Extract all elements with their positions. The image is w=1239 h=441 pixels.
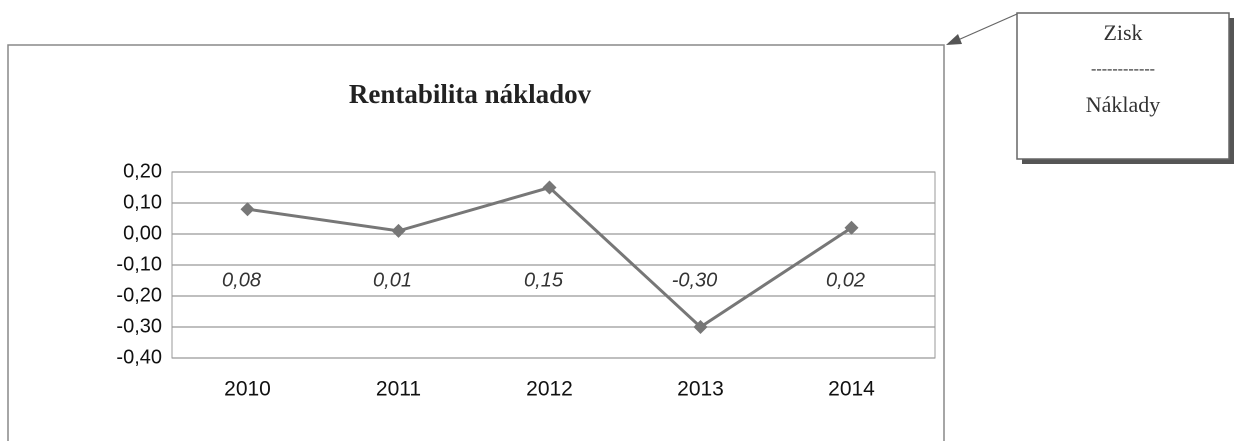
chart-title: Rentabilita nákladov [349, 79, 592, 109]
pointer-arrow [946, 34, 962, 45]
x-tick-label: 2014 [828, 378, 875, 401]
formula-box [1016, 12, 1230, 160]
marker [844, 220, 859, 235]
x-tick-label: 2011 [376, 378, 421, 401]
marker [542, 180, 557, 195]
x-tick-label: 2013 [677, 378, 724, 401]
data-label: -0,30 [672, 269, 718, 291]
y-tick-label: -0,10 [116, 253, 162, 275]
marker [391, 223, 406, 238]
x-tick-label: 2010 [224, 378, 271, 401]
marker [693, 320, 708, 334]
fraction-bar: ------------ [1091, 61, 1155, 78]
pointer-line [957, 13, 1018, 41]
y-tick-label: 0,10 [123, 191, 162, 213]
denominator: Náklady [1086, 92, 1161, 117]
y-tick-label: -0,30 [116, 315, 162, 337]
y-tick-label: -0,40 [116, 346, 162, 368]
x-tick-label: 2012 [526, 378, 573, 401]
marker [240, 202, 255, 217]
data-label: 0,02 [826, 269, 865, 291]
data-label: 0,01 [373, 269, 412, 291]
data-label: 0,08 [222, 269, 261, 291]
data-label: 0,15 [524, 269, 564, 291]
numerator: Zisk [1103, 20, 1142, 45]
y-tick-label: -0,20 [116, 284, 162, 306]
y-tick-label: 0,00 [123, 222, 162, 244]
y-tick-label: 0,20 [123, 160, 162, 182]
